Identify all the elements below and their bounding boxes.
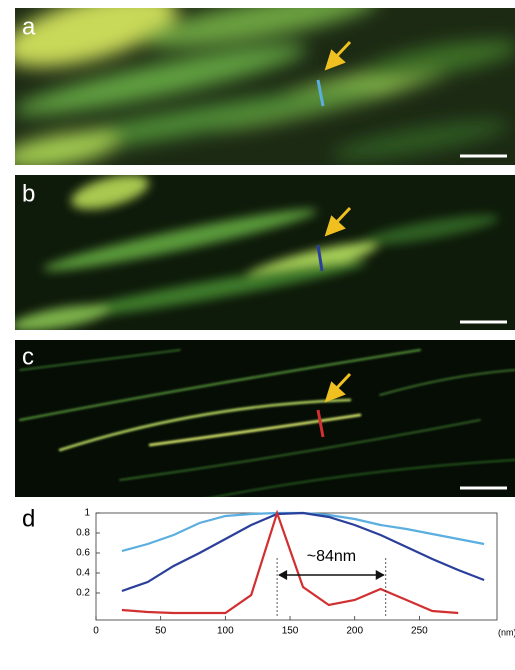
x-tick-label: 150 bbox=[282, 626, 299, 637]
y-tick-label: 0.2 bbox=[76, 588, 90, 599]
series-line bbox=[121, 509, 459, 615]
scale-bars bbox=[460, 154, 507, 490]
image-b bbox=[15, 175, 515, 330]
y-tick-label: 0.8 bbox=[76, 528, 90, 539]
x-tick-label: 250 bbox=[411, 626, 428, 637]
panel-label: c bbox=[22, 343, 34, 370]
series-line bbox=[121, 511, 485, 553]
x-tick-label: 200 bbox=[346, 626, 363, 637]
panel-label: a bbox=[22, 13, 36, 40]
x-tick-label: 0 bbox=[93, 626, 99, 637]
y-tick-label: 1 bbox=[84, 508, 90, 519]
annotation: ~84nm bbox=[307, 548, 356, 565]
arrow-head bbox=[278, 570, 288, 580]
y-tick-label: 0.4 bbox=[76, 568, 90, 579]
panel-label: d bbox=[22, 505, 35, 532]
x-tick-label: 100 bbox=[217, 626, 234, 637]
arrow-head bbox=[375, 570, 385, 580]
image-a bbox=[15, 8, 515, 165]
x-tick-label: 50 bbox=[155, 626, 167, 637]
profile-line bbox=[316, 409, 325, 438]
y-tick-label: 0.6 bbox=[76, 548, 90, 559]
image-c bbox=[15, 340, 515, 497]
panel-label: b bbox=[22, 180, 35, 207]
plot: 0 50 100 150 200 250 (nm) 0.2 0.4 0.6 0.8 1 ~84nm bbox=[76, 508, 515, 638]
arrows bbox=[324, 40, 352, 403]
series-line bbox=[121, 511, 485, 593]
x-unit: (nm) bbox=[498, 627, 515, 637]
panel-labels: a b c bbox=[22, 13, 36, 370]
profile-line bbox=[316, 244, 324, 272]
profile-line bbox=[316, 79, 325, 107]
